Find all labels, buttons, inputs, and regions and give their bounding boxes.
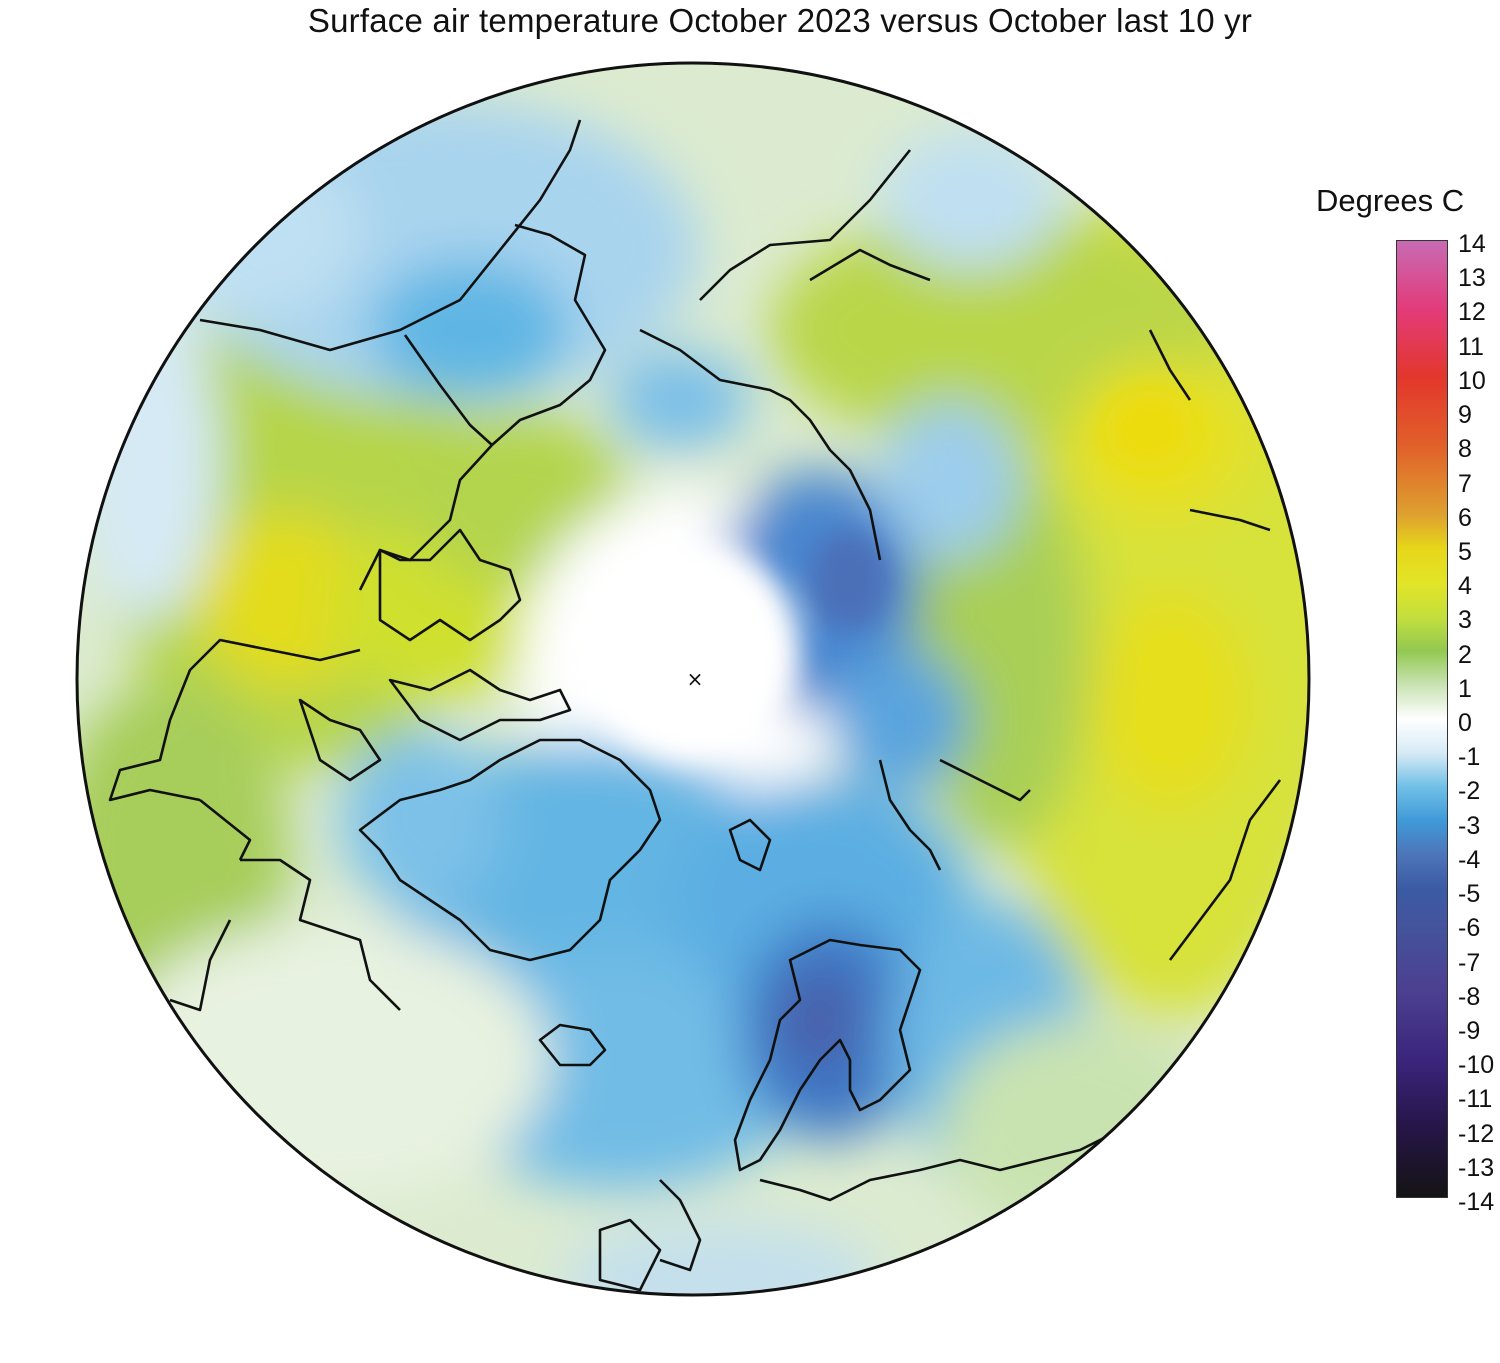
colorbar-tick-label: -11 (1458, 1085, 1493, 1114)
colorbar-ticks: 14 13 12 11 10 9 8 7 6 5 4 3 2 1 0 -1 -2 -3 -4 -5 -6 -7 -8 -9 -1… (1458, 0, 1500, 1363)
colorbar-tick-label: -1 (1458, 743, 1481, 772)
colorbar-tick-label: 0 (1458, 709, 1472, 737)
colorbar (1396, 240, 1448, 1198)
colorbar-tick-label: 8 (1458, 435, 1472, 464)
colorbar-tick-label: 10 (1458, 366, 1486, 395)
map-boundary (75, 61, 1311, 1297)
colorbar-tick-label: -10 (1458, 1051, 1495, 1080)
colorbar-tick-label: -14 (1458, 1188, 1495, 1216)
colorbar-tick-label: 7 (1458, 469, 1472, 498)
temperature-field (77, 63, 1309, 1295)
colorbar-tick-label: 3 (1458, 606, 1472, 635)
colorbar-tick-label: -5 (1458, 880, 1481, 909)
colorbar-tick-label: -13 (1458, 1153, 1495, 1182)
colorbar-tick-label: -4 (1458, 845, 1481, 874)
colorbar-tick-label: 13 (1458, 264, 1486, 293)
colorbar-tick-label: 2 (1458, 640, 1472, 669)
colorbar-tick-label: 1 (1458, 674, 1472, 703)
colorbar-tick-label: 4 (1458, 572, 1472, 601)
colorbar-tick-label: -12 (1458, 1119, 1495, 1148)
colorbar-tick-label: 12 (1458, 298, 1486, 327)
legend-title: Degrees C (1316, 183, 1465, 218)
colorbar-tick-label: -3 (1458, 811, 1481, 840)
chart-title: Surface air temperature October 2023 ver… (307, 2, 1253, 39)
colorbar-tick-label: 6 (1458, 503, 1472, 532)
colorbar-tick-label: -8 (1458, 982, 1481, 1011)
colorbar-tick-label: -7 (1458, 948, 1481, 977)
colorbar-tick-label: 11 (1458, 332, 1484, 361)
north-pole-marker: × (687, 667, 704, 691)
colorbar-tick-label: -2 (1458, 777, 1481, 806)
coastlines (108, 119, 1282, 1292)
colorbar-tick-label: 14 (1458, 230, 1486, 258)
colorbar-tick-label: -6 (1458, 914, 1481, 943)
colorbar-tick-label: 9 (1458, 401, 1472, 430)
colorbar-tick-label: -9 (1458, 1016, 1481, 1045)
colorbar-tick-label: 5 (1458, 537, 1472, 566)
